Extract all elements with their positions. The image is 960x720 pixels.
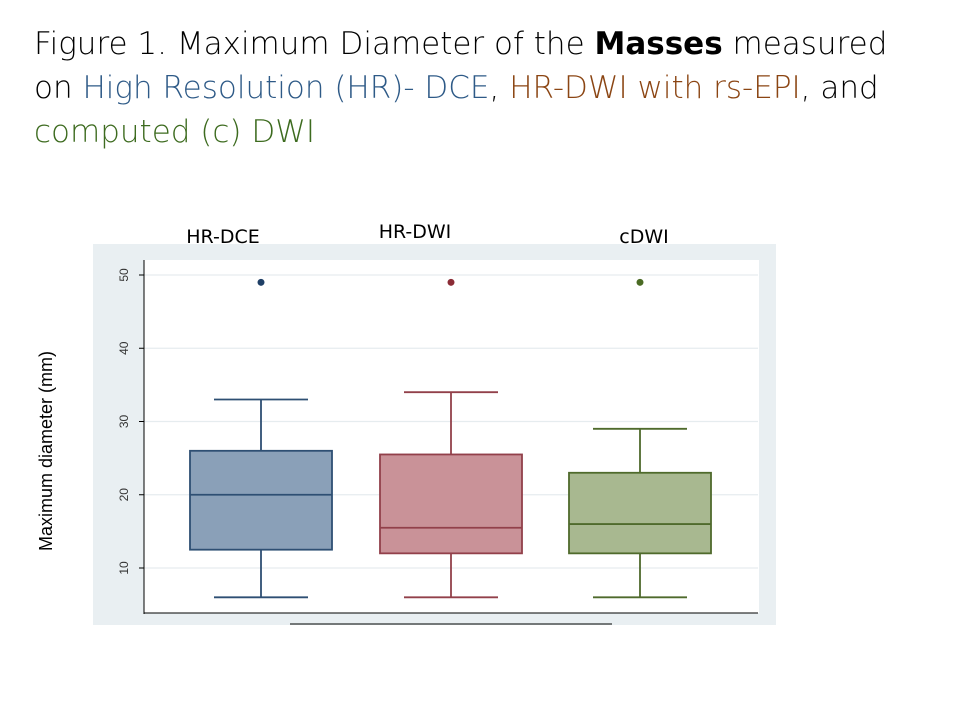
y-axis-ticks: 10 20 30 40 50: [117, 268, 144, 575]
figure-title: Figure 1. Maximum Diameter of the Masses…: [34, 22, 934, 154]
y-tick-label: 10: [117, 561, 131, 575]
category-label: HR-DCE: [186, 226, 259, 248]
box-cdwi: [568, 278, 712, 599]
title-segment: , and: [800, 70, 889, 106]
category-labels: HR-DCE HR-DWI cDWI: [186, 221, 668, 248]
title-segment: Masses: [594, 26, 723, 62]
y-tick-label: 30: [117, 415, 131, 429]
outlier-point: [636, 278, 644, 286]
y-tick-label: 40: [117, 341, 131, 355]
outlier-point: [447, 278, 455, 286]
outlier-point: [257, 278, 265, 286]
title-segment: measured on: [34, 26, 898, 106]
category-label: cDWI: [619, 226, 668, 248]
iqr-box: [189, 449, 333, 551]
title-segment: Figure 1. Maximum Diameter of the: [34, 26, 595, 62]
iqr-box: [379, 453, 523, 555]
title-segment: High Resolution (HR)- DCE: [82, 70, 490, 106]
title-segment: HR-DWI with rs-EPI: [509, 70, 801, 106]
y-tick-label: 20: [117, 488, 131, 502]
y-axis-title: Maximum diameter (mm): [36, 351, 56, 551]
title-segment: ,: [489, 70, 510, 106]
y-tick-label: 50: [117, 268, 131, 282]
category-label: HR-DWI: [379, 221, 452, 243]
iqr-box: [568, 471, 712, 555]
title-segment: computed (c) DWI: [34, 114, 316, 150]
box-hr-dwi: [379, 278, 523, 599]
box-hr-dce: [189, 278, 333, 599]
box-series: [189, 278, 712, 599]
